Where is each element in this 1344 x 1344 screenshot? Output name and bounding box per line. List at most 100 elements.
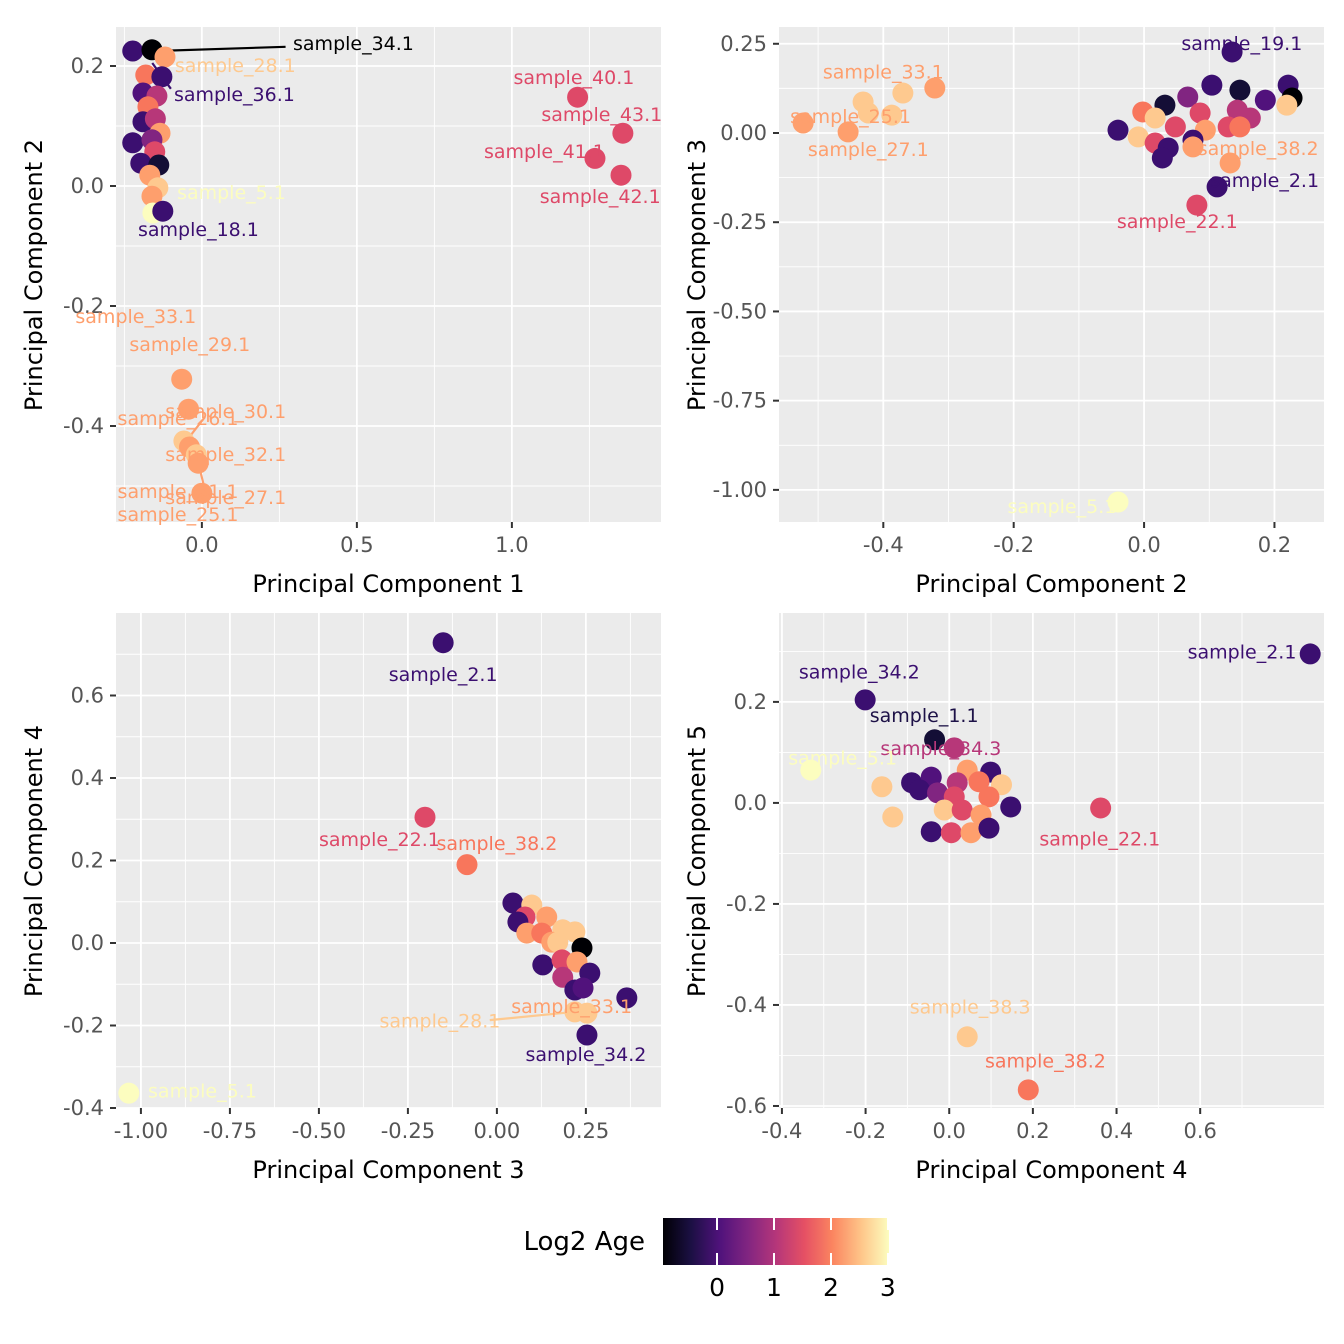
- colorbar-tick-mark: [886, 1218, 889, 1230]
- sample-label: sample_18.1: [138, 219, 259, 241]
- sample-label: sample_41.1: [484, 141, 605, 163]
- y-tick-label: -0.6: [726, 1094, 767, 1118]
- data-point: [1276, 94, 1298, 116]
- colorbar-tick-mark: [773, 1253, 775, 1265]
- data-point: [610, 164, 632, 186]
- sample-label: sample_38.2: [436, 833, 557, 855]
- x-tick-label: -0.4: [761, 1119, 802, 1143]
- data-point: [516, 922, 538, 944]
- data-point: [154, 46, 176, 68]
- sample-label: sample_42.1: [540, 186, 661, 208]
- y-axis-title-pc2: Principal Component 2: [20, 138, 48, 411]
- sample-label: sample_40.1: [513, 67, 634, 89]
- x-axis-title-pc4: Principal Component 4: [915, 1156, 1188, 1184]
- x-tick-label: -0.50: [292, 1119, 346, 1143]
- sample-label: sample_33.1: [511, 996, 632, 1018]
- colorbar-tick-mark: [886, 1253, 889, 1265]
- data-point: [1299, 643, 1321, 665]
- x-tick-label: -0.4: [863, 533, 904, 557]
- data-point: [171, 368, 193, 390]
- sample-label: sample_22.1: [319, 829, 440, 851]
- sample-label: sample_34.2: [799, 662, 920, 684]
- y-tick-label: 0.0: [71, 931, 104, 955]
- x-tick-label: 0.4: [1100, 1119, 1133, 1143]
- y-tick-label: 0.00: [720, 121, 767, 145]
- x-tick-label: 0.00: [474, 1119, 521, 1143]
- sample-label: sample_5.1: [177, 182, 286, 204]
- leader-line: [155, 45, 286, 53]
- x-tick-label: -0.2: [845, 1119, 886, 1143]
- x-tick-label: 1.0: [495, 533, 528, 557]
- data-point: [1164, 116, 1186, 138]
- sample-label: sample_33.1: [75, 306, 196, 328]
- data-point: [924, 77, 946, 99]
- data-point: [122, 132, 144, 154]
- y-tick-label: 0.2: [734, 690, 767, 714]
- sample-label: sample_22.1: [1117, 211, 1238, 233]
- data-point: [892, 82, 914, 104]
- data-point: [532, 954, 554, 976]
- colorbar-tick-label: 1: [766, 1273, 782, 1302]
- sample-label: sample_38.2: [985, 1051, 1106, 1073]
- data-point: [1144, 107, 1166, 129]
- sample-label: sample_30.1: [165, 401, 286, 423]
- sample-label: sample_34.3: [880, 738, 1001, 760]
- sample-label: sample_26.1: [118, 408, 239, 430]
- data-point: [800, 759, 822, 781]
- colorbar-title: Log2 Age: [523, 1226, 645, 1257]
- x-tick-label: -0.75: [203, 1119, 257, 1143]
- y-tick-label: 0.0: [734, 791, 767, 815]
- data-point: [1186, 194, 1208, 216]
- sample-label: sample_2.1: [389, 664, 498, 686]
- data-point: [122, 40, 144, 62]
- data-point: [881, 104, 903, 126]
- data-point: [191, 482, 213, 504]
- data-point: [978, 817, 1000, 839]
- x-tick-label: 0.0: [933, 1119, 966, 1143]
- y-tick-label: -0.50: [713, 299, 767, 323]
- y-tick-label: 0.6: [71, 684, 104, 708]
- data-point: [920, 821, 942, 843]
- data-point: [943, 737, 965, 759]
- colorbar-tick-label: 2: [822, 1273, 839, 1302]
- y-axis-title-pc4: Principal Component 4: [20, 724, 48, 997]
- data-point: [1182, 136, 1204, 158]
- data-point: [1229, 116, 1251, 138]
- data-point: [927, 782, 949, 804]
- y-tick-label: 0.2: [71, 54, 104, 78]
- sample-label: sample_33.1: [823, 61, 944, 83]
- data-point: [1090, 797, 1112, 819]
- data-point: [968, 771, 990, 793]
- data-point: [456, 854, 478, 876]
- y-tick-label: -0.4: [726, 993, 767, 1017]
- data-point: [1189, 102, 1211, 124]
- colorbar-tick-mark: [829, 1253, 832, 1265]
- data-point: [792, 112, 814, 134]
- data-point: [572, 977, 594, 999]
- y-tick-label: 0.25: [720, 32, 767, 56]
- data-point: [1254, 89, 1276, 111]
- x-tick-label: 0.2: [1016, 1119, 1049, 1143]
- y-tick-label: -0.75: [713, 389, 767, 413]
- data-point: [576, 1002, 598, 1024]
- data-point: [1206, 176, 1228, 198]
- x-tick-label: -0.2: [993, 533, 1034, 557]
- y-axis-title-pc5: Principal Component 5: [683, 724, 711, 997]
- data-point: [882, 806, 904, 828]
- sample-label: sample_34.2: [525, 1044, 646, 1066]
- x-tick-label: 0.25: [563, 1119, 610, 1143]
- sample-label: sample_38.2: [1198, 138, 1319, 160]
- data-point: [933, 799, 955, 821]
- data-point: [1221, 41, 1243, 63]
- panel-background: [116, 27, 661, 522]
- data-point: [536, 906, 558, 928]
- data-point: [1000, 796, 1022, 818]
- data-point: [951, 799, 973, 821]
- sample-label: sample_2.1: [1210, 170, 1319, 192]
- data-point: [135, 64, 157, 86]
- colorbar-tick-mark: [829, 1218, 832, 1230]
- sample-label: sample_29.1: [129, 334, 250, 356]
- data-point: [564, 921, 586, 943]
- x-tick-label: -1.00: [114, 1119, 168, 1143]
